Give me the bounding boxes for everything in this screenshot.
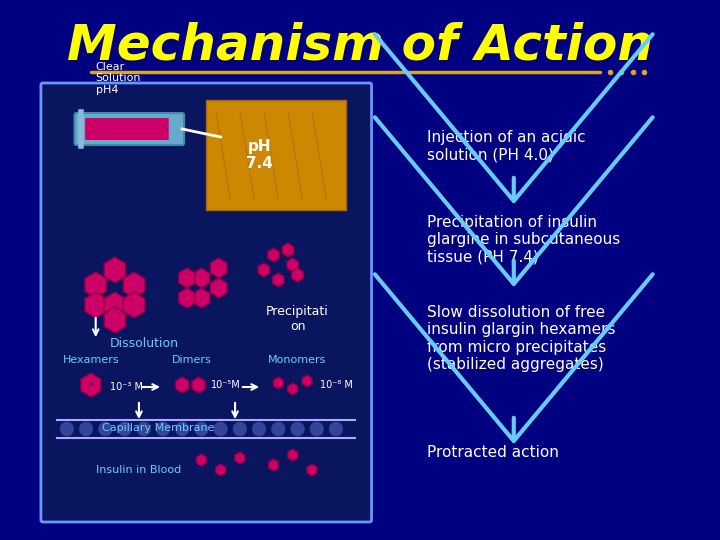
Polygon shape: [123, 272, 145, 298]
Circle shape: [329, 422, 343, 436]
Text: Injection of an acidic
solution (PH 4.0): Injection of an acidic solution (PH 4.0): [427, 130, 586, 163]
Polygon shape: [258, 263, 270, 277]
Polygon shape: [123, 292, 145, 318]
Polygon shape: [85, 272, 107, 298]
Text: Precipitation of insulin
glargine in subcutaneous
tissue (PH 7.4): Precipitation of insulin glargine in sub…: [427, 215, 621, 265]
Polygon shape: [210, 258, 227, 278]
Polygon shape: [216, 464, 225, 476]
Circle shape: [310, 422, 323, 436]
Text: ✕: ✕: [86, 380, 96, 390]
Text: Clear
Solution
pH4: Clear Solution pH4: [96, 62, 141, 95]
Circle shape: [118, 422, 131, 436]
Polygon shape: [104, 257, 126, 283]
Polygon shape: [288, 383, 297, 395]
Text: 10⁻⁸ M: 10⁻⁸ M: [320, 380, 353, 390]
Circle shape: [233, 422, 246, 436]
Polygon shape: [81, 373, 101, 397]
Polygon shape: [104, 292, 126, 318]
Bar: [206, 100, 346, 210]
Polygon shape: [302, 375, 312, 387]
Text: Hexamers: Hexamers: [63, 355, 120, 365]
FancyBboxPatch shape: [41, 83, 372, 522]
Polygon shape: [269, 459, 279, 471]
Polygon shape: [197, 454, 207, 466]
Circle shape: [156, 422, 170, 436]
Circle shape: [79, 422, 93, 436]
Circle shape: [60, 422, 73, 436]
Text: 10⁻³ M: 10⁻³ M: [110, 382, 143, 392]
Polygon shape: [272, 273, 284, 287]
Circle shape: [194, 422, 208, 436]
Text: pH
7.4: pH 7.4: [246, 139, 273, 171]
Polygon shape: [104, 307, 126, 333]
Polygon shape: [179, 288, 195, 308]
Polygon shape: [179, 268, 195, 288]
Polygon shape: [282, 243, 294, 257]
Polygon shape: [307, 464, 317, 476]
Polygon shape: [292, 268, 303, 282]
Circle shape: [214, 422, 228, 436]
Text: Dissolution: Dissolution: [110, 337, 179, 350]
FancyBboxPatch shape: [75, 113, 184, 145]
Circle shape: [291, 422, 305, 436]
Polygon shape: [268, 248, 279, 262]
Circle shape: [137, 422, 150, 436]
Polygon shape: [235, 452, 245, 464]
Text: Monomers: Monomers: [269, 355, 327, 365]
Text: Mechanism of Action: Mechanism of Action: [67, 21, 653, 69]
Circle shape: [176, 422, 189, 436]
Polygon shape: [287, 258, 299, 272]
Polygon shape: [274, 377, 283, 389]
Text: Slow dissolution of free
insulin glargin hexamers
from micro precipitates
(stabi: Slow dissolution of free insulin glargin…: [427, 305, 616, 372]
Text: 10⁻⁵M: 10⁻⁵M: [211, 380, 240, 390]
Polygon shape: [176, 377, 189, 393]
Text: Dimers: Dimers: [172, 355, 212, 365]
Polygon shape: [193, 268, 210, 288]
Text: Protracted action: Protracted action: [427, 445, 559, 460]
Text: Insulin in Blood: Insulin in Blood: [96, 465, 181, 475]
Polygon shape: [85, 292, 107, 318]
Text: Precipitati
on: Precipitati on: [266, 305, 329, 333]
Circle shape: [99, 422, 112, 436]
Polygon shape: [210, 278, 227, 298]
Polygon shape: [192, 377, 205, 393]
Circle shape: [271, 422, 285, 436]
FancyBboxPatch shape: [85, 118, 168, 140]
Polygon shape: [193, 288, 210, 308]
Polygon shape: [288, 449, 297, 461]
Text: Capillary Membrane: Capillary Membrane: [102, 423, 215, 433]
Circle shape: [252, 422, 266, 436]
